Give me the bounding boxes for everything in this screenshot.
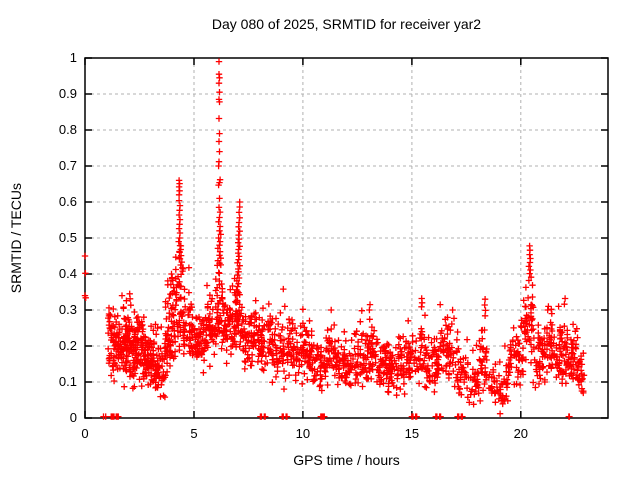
y-tick-label: 0.9 (59, 86, 77, 101)
y-tick-label: 0.8 (59, 122, 77, 137)
x-axis-label: GPS time / hours (293, 452, 400, 468)
scatter-points (81, 58, 588, 420)
x-tick-label: 15 (405, 426, 419, 441)
y-tick-label: 1 (70, 50, 77, 65)
y-tick-label: 0.6 (59, 194, 77, 209)
x-tick-label: 0 (81, 426, 88, 441)
y-tick-label: 0.4 (59, 266, 77, 281)
x-tick-label: 5 (190, 426, 197, 441)
y-axis-label: SRMTID / TECUs (8, 182, 24, 294)
y-tick-label: 0 (70, 410, 77, 425)
y-tick-label: 0.1 (59, 374, 77, 389)
y-tick-label: 0.2 (59, 338, 77, 353)
y-tick-label: 0.3 (59, 302, 77, 317)
y-tick-label: 0.7 (59, 158, 77, 173)
x-tick-label: 20 (514, 426, 528, 441)
x-tick-label: 10 (296, 426, 310, 441)
y-axis-label-wrap: SRMTID / TECUs (8, 58, 24, 418)
y-tick-label: 0.5 (59, 230, 77, 245)
chart-title: Day 080 of 2025, SRMTID for receiver yar… (211, 16, 482, 32)
